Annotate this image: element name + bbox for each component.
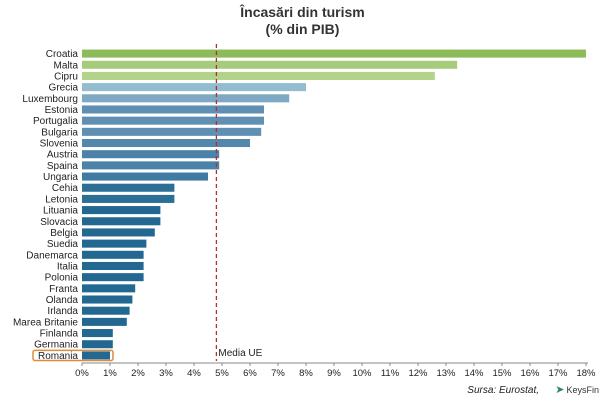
bar-cipru bbox=[82, 71, 435, 80]
bar-letonia bbox=[82, 194, 175, 203]
category-label: Croatia bbox=[46, 49, 79, 60]
x-tick-label: 17% bbox=[548, 368, 568, 379]
logo-arrow-icon: ➤ bbox=[555, 384, 565, 396]
bar-austria bbox=[82, 150, 220, 159]
bar-cehia bbox=[82, 183, 175, 192]
bar-lituania bbox=[82, 206, 161, 215]
x-tick-label: 16% bbox=[520, 368, 540, 379]
category-label: Ungaria bbox=[43, 172, 78, 183]
category-label: Suedia bbox=[47, 239, 79, 250]
category-label: Grecia bbox=[49, 83, 79, 94]
bar-marea-britanie bbox=[82, 317, 127, 326]
category-label: Bulgaria bbox=[41, 127, 78, 138]
x-tick-label: 9% bbox=[327, 368, 341, 379]
bar-italia bbox=[82, 261, 144, 271]
source-note: Sursa: Eurostat, bbox=[467, 385, 539, 396]
bar-spaina bbox=[82, 161, 220, 170]
category-label: Belgia bbox=[50, 228, 78, 239]
category-label: Luxembourg bbox=[22, 94, 78, 105]
x-tick-label: 8% bbox=[299, 368, 313, 379]
x-tick-label: 18% bbox=[576, 368, 596, 379]
x-tick-label: 1% bbox=[103, 368, 117, 379]
category-label: Germania bbox=[34, 340, 78, 351]
bar-romania bbox=[82, 351, 110, 360]
x-tick-label: 5% bbox=[215, 368, 229, 379]
bar-malta bbox=[82, 60, 458, 69]
bar-germania bbox=[82, 340, 113, 349]
x-tick-label: 3% bbox=[159, 368, 173, 379]
x-tick-label: 10% bbox=[352, 368, 372, 379]
category-label: Finlanda bbox=[40, 329, 79, 340]
category-label: Polonia bbox=[45, 273, 79, 284]
bar-slovacia bbox=[82, 217, 161, 226]
bar-belgia bbox=[82, 228, 155, 237]
bar-portugalia bbox=[82, 116, 264, 125]
bar-danemarca bbox=[82, 250, 144, 259]
category-label: Romania bbox=[38, 351, 78, 362]
category-label: Cipru bbox=[54, 71, 78, 82]
category-label: Marea Britanie bbox=[13, 317, 78, 328]
category-label: Spaina bbox=[47, 161, 79, 172]
bar-croatia bbox=[82, 49, 586, 58]
category-label: Italia bbox=[57, 261, 79, 272]
bar-bulgaria bbox=[82, 127, 262, 136]
category-label: Olanda bbox=[46, 295, 79, 306]
bar-irlanda bbox=[82, 306, 130, 315]
bar-polonia bbox=[82, 273, 144, 282]
x-tick-label: 14% bbox=[464, 368, 484, 379]
x-tick-label: 4% bbox=[187, 368, 201, 379]
highlight-box bbox=[32, 349, 114, 362]
category-label: Irlanda bbox=[47, 306, 78, 317]
chart-subtitle: (% din PIB) bbox=[265, 21, 340, 37]
category-label: Cehia bbox=[52, 183, 79, 194]
bar-suedia bbox=[82, 239, 147, 248]
category-label: Malta bbox=[54, 60, 79, 71]
category-label: Austria bbox=[47, 150, 79, 161]
x-tick-label: 13% bbox=[436, 368, 456, 379]
x-tick-label: 7% bbox=[271, 368, 285, 379]
category-label: Portugalia bbox=[33, 116, 78, 127]
bar-luxembourg bbox=[82, 94, 290, 103]
category-label: Danemarca bbox=[26, 250, 78, 261]
x-tick-label: 0% bbox=[75, 368, 89, 379]
category-label: Slovacia bbox=[40, 217, 78, 228]
category-label: Lituania bbox=[43, 206, 78, 217]
logo-text: KeysFin bbox=[566, 384, 599, 395]
bar-slovenia bbox=[82, 138, 250, 148]
category-label: Slovenia bbox=[40, 139, 79, 150]
bar-finlanda bbox=[82, 329, 113, 338]
category-label: Franta bbox=[49, 284, 78, 295]
category-label: Letonia bbox=[45, 194, 78, 205]
bar-olanda bbox=[82, 295, 133, 304]
keysfin-logo: ➤ KeysFin bbox=[555, 383, 599, 396]
bar-grecia bbox=[82, 83, 306, 92]
bar-ungaria bbox=[82, 172, 208, 181]
bar-franta bbox=[82, 284, 136, 293]
chart-title: Încasări din turism (% din PIB) bbox=[0, 4, 605, 38]
category-label: Estonia bbox=[45, 105, 79, 116]
x-tick-label: 15% bbox=[492, 368, 512, 379]
x-tick-label: 12% bbox=[408, 368, 428, 379]
x-tick-label: 2% bbox=[131, 368, 145, 379]
x-tick-label: 11% bbox=[381, 368, 400, 379]
eu-average-label: Media UE bbox=[218, 348, 262, 359]
bar-estonia bbox=[82, 105, 264, 114]
x-tick-label: 6% bbox=[243, 368, 257, 379]
chart-title-main: Încasări din turism bbox=[240, 4, 365, 20]
